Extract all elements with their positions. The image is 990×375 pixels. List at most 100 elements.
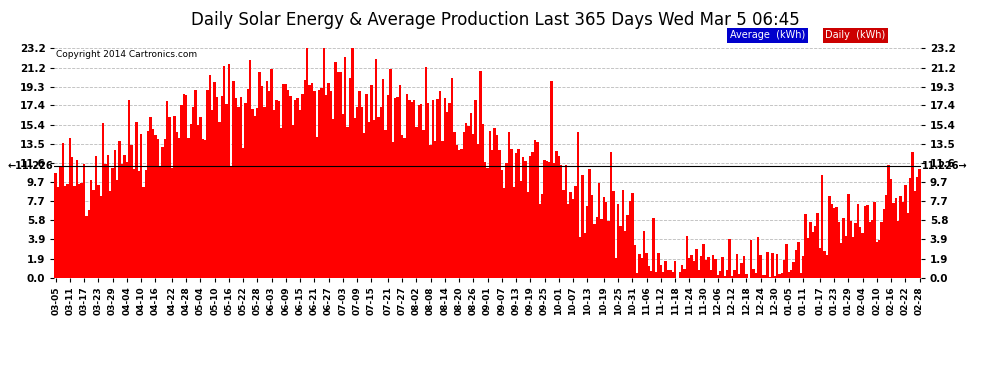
Bar — [496, 135, 498, 278]
Bar — [156, 139, 159, 278]
Bar — [773, 276, 776, 278]
Bar — [624, 231, 627, 278]
Bar — [588, 169, 591, 278]
Bar — [140, 134, 143, 278]
Bar — [192, 107, 194, 278]
Bar — [581, 175, 584, 278]
Bar — [330, 91, 333, 278]
Bar — [387, 95, 389, 278]
Bar — [809, 222, 812, 278]
Bar — [745, 274, 747, 278]
Bar — [627, 215, 629, 278]
Bar — [348, 78, 351, 278]
Bar — [335, 62, 337, 278]
Bar — [593, 225, 596, 278]
Bar — [615, 258, 617, 278]
Bar — [114, 150, 116, 278]
Bar — [425, 67, 427, 278]
Bar — [664, 261, 667, 278]
Bar — [501, 170, 503, 278]
Bar — [182, 94, 185, 278]
Bar — [591, 195, 593, 278]
Bar — [265, 81, 268, 278]
Bar — [161, 147, 163, 278]
Bar — [574, 186, 576, 278]
Bar — [678, 272, 681, 278]
Bar — [168, 117, 171, 278]
Bar — [688, 258, 691, 278]
Bar — [299, 110, 301, 278]
Bar — [446, 112, 448, 278]
Bar — [403, 138, 406, 278]
Bar — [353, 117, 356, 278]
Bar — [294, 100, 297, 278]
Bar — [508, 132, 510, 278]
Bar — [686, 236, 688, 278]
Bar — [586, 206, 588, 278]
Bar — [158, 167, 161, 278]
Bar — [719, 270, 722, 278]
Bar — [59, 166, 61, 278]
Bar — [337, 72, 340, 278]
Bar — [80, 183, 83, 278]
Bar — [325, 94, 328, 278]
Bar — [698, 270, 700, 278]
Bar — [669, 270, 671, 278]
Bar — [68, 138, 71, 278]
Bar — [170, 168, 173, 278]
Bar — [544, 160, 545, 278]
Bar — [355, 108, 358, 278]
Bar — [131, 145, 133, 278]
Bar — [344, 57, 346, 278]
Bar — [240, 97, 242, 278]
Bar — [572, 199, 574, 278]
Bar — [296, 98, 299, 278]
Bar — [916, 177, 919, 278]
Bar — [859, 228, 861, 278]
Bar — [778, 274, 781, 278]
Bar — [418, 105, 420, 278]
Bar — [202, 139, 204, 278]
Bar — [66, 184, 68, 278]
Bar — [776, 254, 778, 278]
Bar — [328, 82, 330, 278]
Bar — [391, 142, 394, 278]
Bar — [761, 275, 764, 278]
Bar — [253, 116, 256, 278]
Bar — [557, 156, 560, 278]
Bar — [766, 252, 769, 278]
Bar — [771, 253, 773, 278]
Bar — [493, 128, 496, 278]
Bar — [280, 128, 282, 278]
Bar — [190, 124, 192, 278]
Bar — [247, 88, 249, 278]
Bar — [717, 275, 719, 278]
Bar — [851, 237, 854, 278]
Bar — [650, 272, 652, 278]
Bar — [612, 191, 615, 278]
Bar — [486, 168, 489, 278]
Bar — [742, 256, 745, 278]
Bar — [275, 100, 277, 278]
Bar — [147, 131, 149, 278]
Bar — [634, 245, 636, 278]
Bar — [532, 152, 534, 278]
Bar — [211, 110, 214, 278]
Bar — [123, 155, 126, 278]
Bar — [812, 232, 814, 278]
Bar — [800, 273, 802, 278]
Bar — [450, 78, 453, 278]
Bar — [258, 72, 261, 278]
Bar — [868, 222, 871, 278]
Bar — [833, 207, 836, 278]
Bar — [754, 273, 757, 278]
Bar — [576, 132, 579, 278]
Bar — [432, 100, 435, 278]
Bar — [175, 132, 178, 278]
Bar — [448, 103, 450, 278]
Bar — [700, 255, 703, 278]
Bar — [323, 48, 325, 278]
Bar — [154, 135, 156, 278]
Bar — [897, 222, 899, 278]
Bar — [826, 255, 829, 278]
